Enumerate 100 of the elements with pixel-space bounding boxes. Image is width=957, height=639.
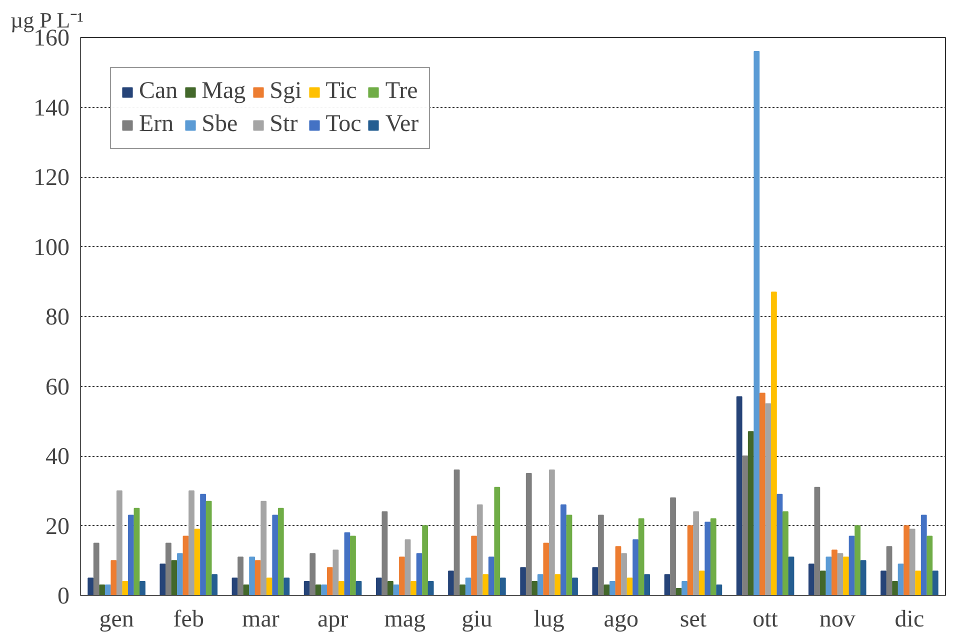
bar (428, 581, 434, 596)
bar (460, 584, 466, 596)
bar (399, 556, 405, 596)
bar (188, 490, 194, 596)
bar (422, 525, 428, 596)
bar (206, 500, 212, 596)
bar (693, 511, 700, 596)
bar (742, 456, 748, 596)
bar (338, 581, 344, 596)
x-tick-label: gen (99, 606, 134, 632)
bar (537, 574, 544, 596)
legend-label: Tic (326, 78, 357, 105)
bar (99, 584, 106, 596)
bar (915, 570, 922, 596)
legend-label: Mag (202, 78, 246, 105)
bar (932, 570, 938, 596)
bar (736, 396, 742, 596)
legend-label: Can (139, 78, 178, 105)
bar (350, 536, 356, 596)
bar (592, 567, 598, 596)
bar (886, 546, 892, 596)
y-tick-label: 120 (34, 165, 70, 191)
bar (356, 581, 362, 596)
bar (140, 581, 146, 596)
bar (454, 469, 460, 596)
bar (321, 584, 328, 596)
bar (465, 578, 472, 596)
bar (500, 578, 506, 596)
bar (770, 292, 777, 596)
bar (644, 574, 650, 596)
bar (710, 518, 716, 596)
bar (388, 581, 394, 596)
x-tick-label: mag (384, 606, 426, 632)
y-tick-label: 140 (34, 95, 70, 122)
x-tick-label: ago (604, 606, 638, 632)
bar (920, 514, 927, 596)
bar (272, 514, 278, 596)
bar (110, 560, 117, 596)
bar (782, 511, 788, 596)
bar (776, 494, 783, 596)
bar (759, 392, 766, 596)
bar (788, 556, 794, 596)
bar (266, 578, 272, 596)
bar (664, 574, 670, 596)
bar (837, 553, 844, 596)
bar (826, 556, 832, 596)
bar (177, 553, 183, 596)
bar (160, 564, 166, 596)
y-tick-label: 60 (46, 374, 70, 400)
legend-label: Str (270, 111, 298, 138)
bar (344, 532, 350, 596)
bar (254, 560, 261, 596)
bar (604, 584, 610, 596)
bar (765, 403, 772, 596)
bar (543, 542, 550, 596)
bar (638, 518, 644, 596)
y-tick-label: 20 (46, 514, 70, 540)
bar (610, 581, 616, 596)
bar (376, 578, 382, 596)
bar (854, 525, 861, 596)
bar (626, 578, 633, 596)
bar (410, 581, 416, 596)
bar (909, 528, 916, 596)
bar (548, 469, 555, 596)
bar (416, 553, 422, 596)
bar (171, 560, 178, 596)
legend-label: Ver (385, 111, 419, 138)
legend-label: Ern (139, 111, 174, 138)
bar (448, 570, 454, 596)
bar (632, 539, 638, 596)
bar (134, 508, 140, 596)
legend-label: Tre (385, 78, 418, 105)
bar (122, 581, 128, 596)
bar (704, 522, 711, 596)
bar (304, 581, 310, 596)
bar (898, 564, 904, 596)
bar (488, 556, 494, 596)
bar (572, 578, 578, 596)
bar (814, 486, 820, 596)
x-tick-label: dic (894, 606, 924, 632)
bar (880, 570, 886, 596)
bar (682, 581, 688, 596)
bar (687, 525, 694, 596)
bar (116, 490, 122, 596)
legend-label: Sgi (270, 78, 302, 105)
bar (848, 536, 855, 596)
bar (88, 578, 94, 596)
x-tick-label: lug (534, 606, 564, 632)
legend-label: Sbe (202, 111, 238, 138)
bar (926, 536, 933, 596)
bar (104, 584, 111, 596)
bar (615, 546, 622, 596)
x-tick-label: ott (752, 606, 778, 632)
bar (404, 539, 411, 596)
bar (482, 574, 489, 596)
bar (232, 578, 238, 596)
bar (326, 567, 333, 596)
x-tick-label: mar (242, 606, 280, 632)
bar (520, 567, 526, 596)
bar (260, 500, 267, 596)
